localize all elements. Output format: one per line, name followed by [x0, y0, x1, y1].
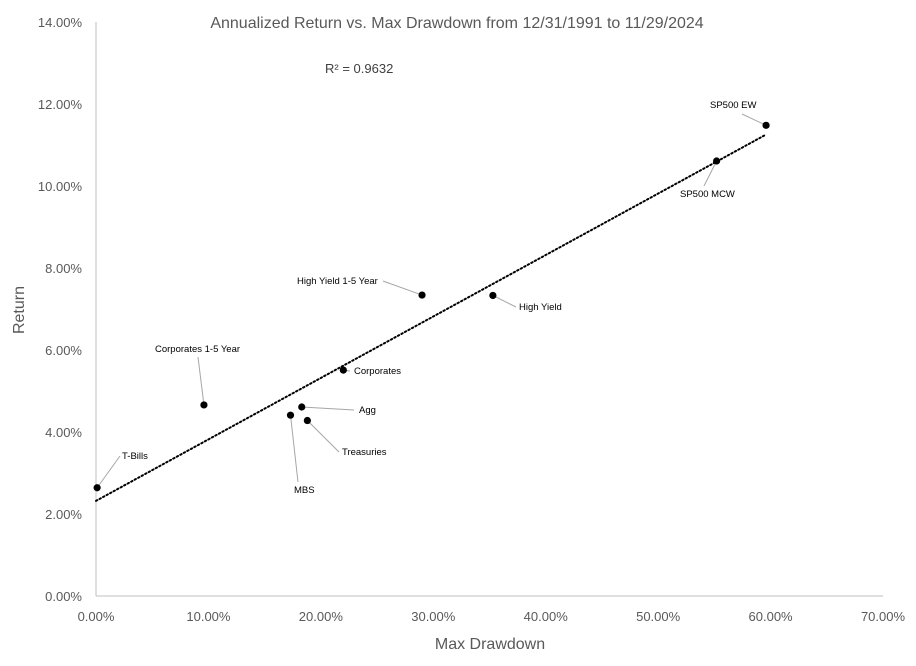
tick-labels: 0.00% 10.00% 20.00% 30.00% 40.00% 50.00% 60.00…: [38, 15, 906, 624]
x-tick-label: 0.00%: [78, 609, 115, 624]
data-label: High Yield 1-5 Year: [297, 276, 378, 287]
x-tick-label: 30.00%: [411, 609, 456, 624]
data-label: Corporates: [354, 366, 401, 377]
data-label: Agg: [359, 405, 376, 416]
data-label: MBS: [294, 485, 315, 496]
r-squared-label: R² = 0.9632: [325, 61, 393, 76]
data-label: T-Bills: [122, 451, 148, 462]
data-label: Corporates 1-5 Year: [155, 344, 240, 355]
y-tick-label: 2.00%: [45, 507, 82, 522]
y-axis-title: Return: [11, 286, 28, 334]
label-leader-line: [307, 420, 340, 453]
label-leader-line: [703, 160, 718, 187]
trendline-group: [95, 134, 766, 502]
data-point: [303, 416, 311, 425]
data-point: [200, 401, 208, 409]
x-tick-label: 10.00%: [186, 609, 231, 624]
label-leader-line: [301, 406, 355, 411]
x-tick-label: 20.00%: [299, 609, 344, 624]
y-tick-label: 8.00%: [45, 261, 82, 276]
x-tick-label: 70.00%: [861, 609, 906, 624]
label-leaders: [96, 113, 767, 489]
x-tick-label: 40.00%: [524, 609, 569, 624]
data-point: [286, 411, 295, 419]
x-axis-title: Max Drawdown: [435, 636, 545, 653]
data-point: [339, 366, 347, 374]
data-point: [298, 403, 306, 411]
y-tick-label: 0.00%: [45, 589, 82, 604]
y-tick-label: 6.00%: [45, 343, 82, 358]
data-label: Treasuries: [342, 447, 387, 458]
label-leader-line: [96, 455, 121, 489]
label-leader-line: [290, 415, 299, 483]
y-tick-label: 4.00%: [45, 425, 82, 440]
data-point: [418, 291, 426, 299]
trendline: [95, 134, 766, 502]
data-point: [93, 484, 101, 492]
label-leader-line: [197, 356, 205, 406]
y-tick-label: 12.00%: [38, 97, 83, 112]
label-leader-line: [741, 113, 767, 126]
data-label: SP500 MCW: [680, 189, 735, 200]
axes: [95, 22, 883, 597]
data-label: High Yield: [519, 302, 562, 313]
y-tick-label: 10.00%: [38, 179, 83, 194]
y-tick-label: 14.00%: [38, 15, 83, 30]
label-leader-line: [492, 295, 517, 308]
chart-title: Annualized Return vs. Max Drawdown from …: [210, 15, 703, 32]
data-labels: T-Bills Corporates 1-5 Year MBS Agg Treasuri…: [122, 100, 756, 496]
x-tick-label: 50.00%: [636, 609, 681, 624]
data-label: SP500 EW: [710, 100, 756, 111]
data-point: [762, 121, 770, 129]
label-leader-line: [382, 280, 423, 296]
x-tick-label: 60.00%: [749, 609, 794, 624]
data-point: [489, 291, 497, 300]
data-points: [93, 121, 770, 492]
data-point: [713, 157, 721, 165]
